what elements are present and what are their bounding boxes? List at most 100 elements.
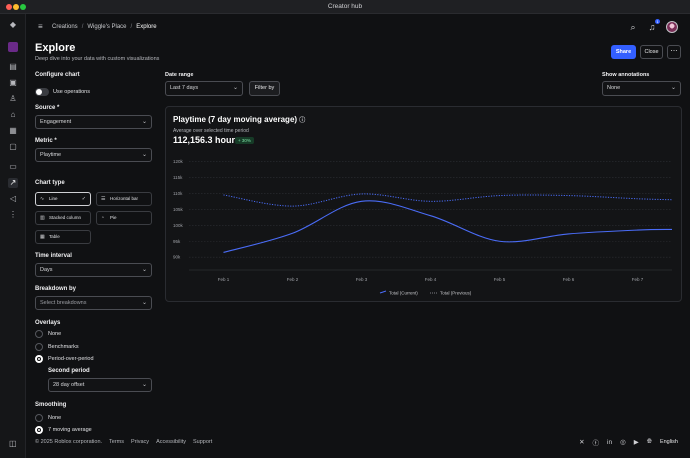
minimize-window-icon[interactable]	[13, 4, 19, 10]
overlay-period-radio[interactable]	[35, 355, 43, 363]
analytics-icon[interactable]: ↗	[8, 178, 18, 188]
chart-type-line[interactable]: ∿ Line ✓	[35, 192, 91, 206]
footer-link-privacy[interactable]: Privacy	[131, 439, 150, 445]
x-tick-label: Feb 2	[287, 277, 299, 282]
use-operations-label: Use operations	[53, 89, 90, 95]
source-select[interactable]: Engagement ⌄	[35, 115, 152, 129]
folder-icon[interactable]: ▣	[9, 78, 17, 87]
metric-select[interactable]: Playtime ⌄	[35, 148, 152, 162]
close-window-icon[interactable]	[6, 4, 12, 10]
metric-value: Playtime	[40, 152, 62, 158]
time-interval-label: Time interval	[35, 253, 72, 259]
page-title: Explore	[35, 42, 76, 54]
gift-icon[interactable]: ▦	[9, 126, 17, 135]
chart-type-horizontal-bar[interactable]: ☰ Horizontal bar	[96, 192, 152, 206]
maximize-window-icon[interactable]	[20, 4, 26, 10]
apps-grid-icon[interactable]: ⋮	[9, 210, 17, 219]
chart-type-horizontal-bar-label: Horizontal bar	[110, 196, 139, 201]
overlay-none-radio[interactable]	[35, 330, 43, 338]
page-subtitle: Deep dive into your data with custom vis…	[35, 56, 160, 62]
chevron-down-icon: ⌄	[141, 267, 147, 273]
annotations-select[interactable]: None ⌄	[602, 81, 681, 96]
x-tick-label: Feb 3	[356, 277, 368, 282]
search-icon[interactable]: ⌕	[630, 22, 636, 32]
second-period-label: Second period	[48, 368, 90, 374]
facebook-icon[interactable]: ⓕ	[592, 440, 600, 447]
chart-title: Playtime (7 day moving average) ⓘ	[173, 115, 305, 124]
megaphone-icon[interactable]: ◁	[9, 194, 17, 203]
globe-icon[interactable]: 🌐︎	[646, 438, 652, 445]
y-tick-label: 90k	[173, 255, 181, 260]
breadcrumb-current: Explore	[136, 24, 157, 30]
second-period-value: 28 day offset	[53, 382, 85, 388]
use-operations-toggle[interactable]	[35, 88, 49, 96]
info-icon[interactable]: ⓘ	[299, 118, 306, 124]
social-links: ✕ ⓕ in ◎ ▶ 🌐︎ English	[579, 437, 678, 447]
filter-by-button[interactable]: Filter by	[249, 81, 280, 96]
series-line-previous	[223, 193, 673, 207]
smoothing-moving-average-radio[interactable]	[35, 426, 43, 434]
window-titlebar: Creator hub	[0, 0, 690, 14]
footer-link-support[interactable]: Support	[193, 439, 213, 445]
second-period-select[interactable]: 28 day offset ⌄	[48, 378, 152, 392]
more-options-button[interactable]: ⋯	[667, 45, 681, 59]
menu-icon[interactable]: ≡	[38, 22, 43, 31]
y-tick-label: 105k	[173, 207, 184, 212]
breakdown-placeholder: Select breakdowns	[40, 300, 87, 306]
line-chart: 120k 115k 110k 105k 100k 95k 90k Feb 1 Feb 2 Feb …	[173, 159, 673, 296]
roblox-logo-icon[interactable]: ◆	[9, 20, 17, 29]
notification-badge: 1	[655, 19, 660, 24]
table-icon: ▦	[40, 234, 45, 240]
copyright: © 2025 Roblox corporation.	[35, 439, 103, 445]
youtube-icon[interactable]: ▶	[633, 439, 639, 446]
footer: © 2025 Roblox corporation. Terms Privacy…	[35, 439, 212, 445]
chart-subtitle: Average over selected time period	[173, 128, 249, 134]
experience-thumbnail-icon[interactable]	[8, 42, 18, 52]
close-button[interactable]: Close	[640, 45, 663, 59]
x-twitter-icon[interactable]: ✕	[579, 439, 585, 446]
footer-link-accessibility[interactable]: Accessibility	[156, 439, 187, 445]
chart-total-value: 112,156.3 hours	[173, 135, 241, 145]
chevron-down-icon: ⌄	[141, 152, 147, 158]
breadcrumb-creations[interactable]: Creations	[52, 24, 78, 30]
breadcrumb-separator: /	[81, 24, 84, 30]
language-selector[interactable]: English	[659, 439, 678, 445]
smoothing-none-label: None	[48, 415, 62, 421]
smoothing-label: Smoothing	[35, 402, 67, 408]
message-icon[interactable]: ▢	[9, 142, 17, 151]
linkedin-icon[interactable]: in	[607, 438, 613, 446]
bell-icon[interactable]: ♫ 1	[648, 19, 660, 32]
chart-type-stacked-column[interactable]: ▥ Stacked column	[35, 211, 91, 225]
store-icon[interactable]: ⌂	[10, 110, 16, 119]
avatar-icon[interactable]: ♙	[9, 94, 17, 103]
chart-type-stacked-column-label: Stacked column	[49, 215, 82, 220]
date-range-select[interactable]: Last 7 days ⌄	[165, 81, 243, 96]
share-button[interactable]: Share	[611, 45, 636, 59]
breakdown-select[interactable]: Select breakdowns ⌄	[35, 296, 152, 310]
wallet-icon[interactable]: ▭	[9, 162, 17, 171]
avatar[interactable]	[666, 21, 678, 33]
breadcrumb-separator: /	[130, 24, 133, 30]
chart-type-table[interactable]: ▦ Table	[35, 230, 91, 244]
breadcrumb: Creations / Wiggle's Place / Explore	[52, 24, 157, 30]
collapse-sidebar-icon[interactable]: ◫	[9, 439, 17, 448]
chart-type-pie[interactable]: ◔ Pie	[96, 211, 152, 225]
x-tick-label: Feb 1	[218, 277, 230, 282]
configure-chart-heading: Configure chart	[35, 72, 80, 78]
overlay-benchmarks-radio[interactable]	[35, 343, 43, 351]
dashboard-icon[interactable]: ▤	[9, 62, 17, 71]
smoothing-none-radio[interactable]	[35, 414, 43, 422]
overlays-label: Overlays	[35, 320, 61, 326]
breadcrumb-experience[interactable]: Wiggle's Place	[87, 24, 127, 30]
chart-type-label: Chart type	[35, 180, 65, 186]
time-interval-select[interactable]: Days ⌄	[35, 263, 152, 277]
x-tick-label: Feb 6	[563, 277, 575, 282]
legend-label-previous: Total (Previous)	[440, 291, 472, 296]
instagram-icon[interactable]: ◎	[620, 439, 626, 446]
date-range-label: Date range	[165, 72, 194, 78]
legend-swatch-current	[379, 290, 387, 294]
footer-link-terms[interactable]: Terms	[109, 439, 125, 445]
metric-label: Metric *	[35, 138, 57, 144]
overlay-benchmarks-label: Benchmarks	[48, 344, 79, 350]
smoothing-moving-average-label: 7 moving average	[48, 427, 92, 433]
